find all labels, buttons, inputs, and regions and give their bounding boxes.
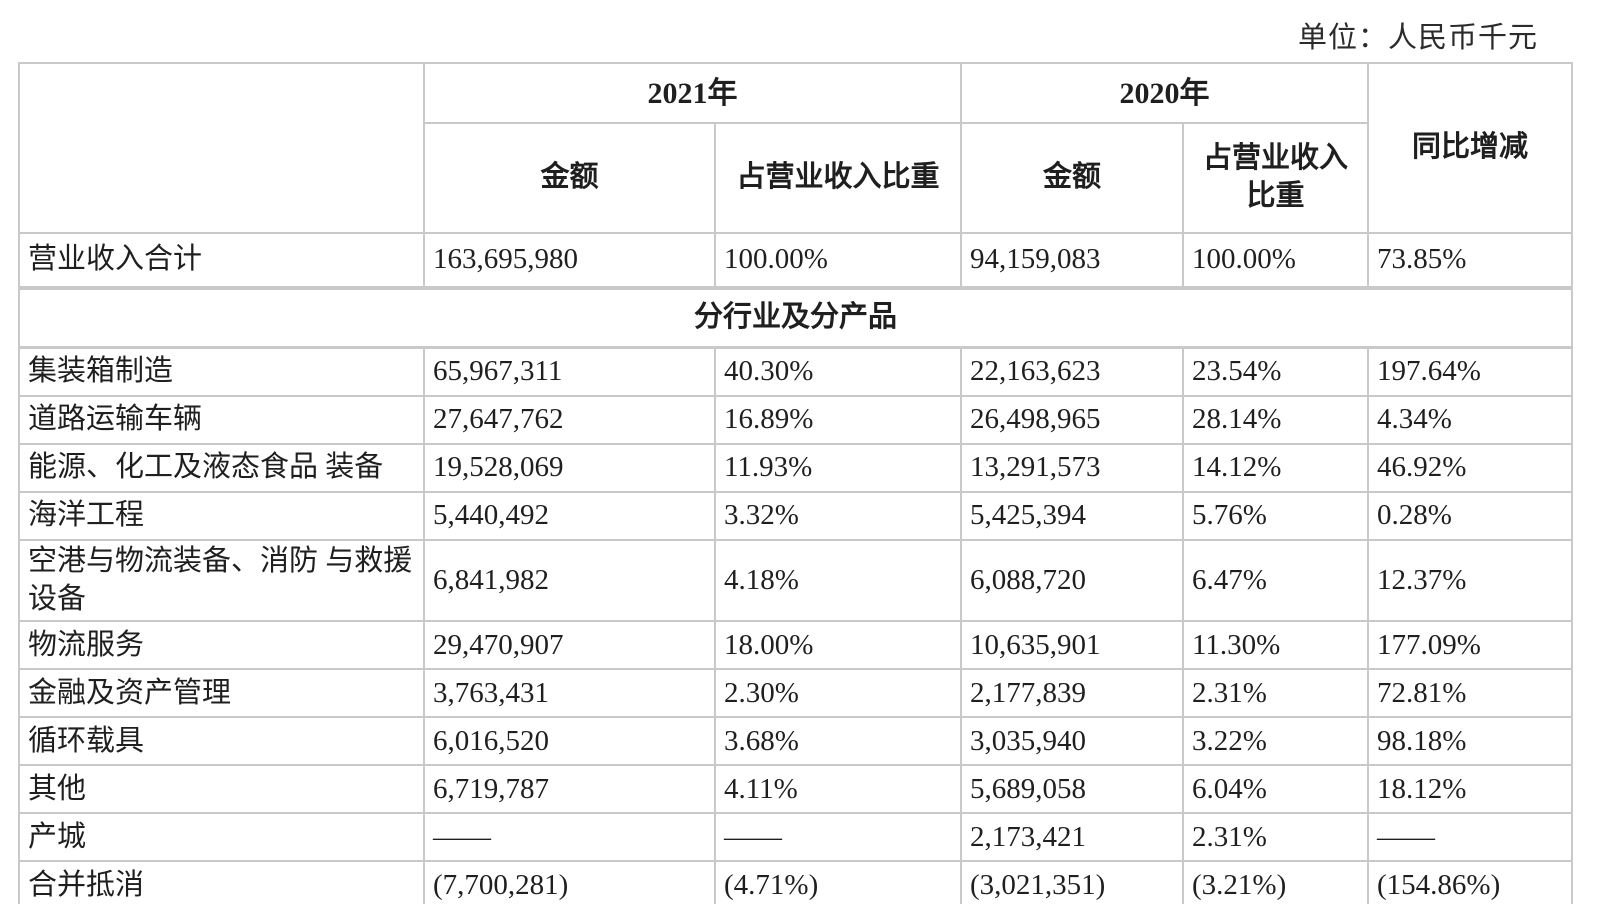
- yoy-cell: 12.37%: [1367, 538, 1573, 623]
- share-2020-cell: 5.76%: [1182, 491, 1369, 541]
- share-2020-cell: 23.54%: [1182, 346, 1369, 397]
- yoy-cell: 197.64%: [1367, 346, 1573, 397]
- row-label: 合并抵消: [18, 860, 425, 904]
- share-2021-cell: 18.00%: [714, 620, 962, 671]
- amount-2021-cell: 163,695,980: [423, 232, 716, 290]
- header-share-2021: 占营业收入比重: [714, 122, 962, 234]
- table-row: 能源、化工及液态食品 装备 19,528,069 11.93% 13,291,5…: [18, 443, 1573, 493]
- share-2020-cell: 6.04%: [1182, 764, 1369, 815]
- amount-2020-cell: 26,498,965: [960, 395, 1184, 445]
- share-2021-cell: 16.89%: [714, 395, 962, 445]
- share-2020-cell: 100.00%: [1182, 232, 1369, 290]
- yoy-cell: (154.86%): [1367, 860, 1573, 904]
- yoy-cell: ——: [1367, 812, 1573, 863]
- row-label: 道路运输车辆: [18, 395, 425, 445]
- row-label: 营业收入合计: [18, 232, 425, 290]
- share-2021-cell: 100.00%: [714, 232, 962, 290]
- share-2021-cell: 3.32%: [714, 491, 962, 541]
- share-2021-cell: 2.30%: [714, 668, 962, 719]
- amount-2021-cell: 5,440,492: [423, 491, 716, 541]
- header-share-2020: 占营业收入 比重: [1182, 122, 1369, 234]
- share-2020-cell: 28.14%: [1182, 395, 1369, 445]
- amount-2020-cell: 6,088,720: [960, 538, 1184, 623]
- header-row-measures: 金额 占营业收入比重 金额 占营业收入 比重: [19, 122, 1572, 234]
- share-2020-cell: 2.31%: [1182, 812, 1369, 863]
- share-2020-cell: 3.22%: [1182, 716, 1369, 767]
- row-label: 其他: [18, 764, 425, 815]
- yoy-cell: 72.81%: [1367, 668, 1573, 719]
- amount-2020-cell: 10,635,901: [960, 620, 1184, 671]
- header-row-years: 2021年 2020年 同比增减: [18, 62, 1573, 234]
- yoy-cell: 73.85%: [1367, 232, 1573, 290]
- yoy-cell: 98.18%: [1367, 716, 1573, 767]
- share-2021-cell: 4.11%: [714, 764, 962, 815]
- table-row: 产城 —— —— 2,173,421 2.31% ——: [18, 812, 1573, 863]
- amount-2021-cell: 29,470,907: [423, 620, 716, 671]
- row-label: 空港与物流装备、消防 与救援设备: [18, 538, 425, 623]
- row-label: 金融及资产管理: [18, 668, 425, 719]
- amount-2020-cell: 5,689,058: [960, 764, 1184, 815]
- table-row: 物流服务 29,470,907 18.00% 10,635,901 11.30%…: [18, 620, 1573, 671]
- amount-2021-cell: 27,647,762: [423, 395, 716, 445]
- yoy-cell: 18.12%: [1367, 764, 1573, 815]
- share-2021-cell: ——: [714, 812, 962, 863]
- table-row: 集装箱制造 65,967,311 40.30% 22,163,623 23.54…: [18, 346, 1573, 397]
- share-2020-cell: 14.12%: [1182, 443, 1369, 493]
- total-revenue-row: 营业收入合计 163,695,980 100.00% 94,159,083 10…: [18, 232, 1573, 290]
- share-2021-cell: 40.30%: [714, 346, 962, 397]
- table-row: 空港与物流装备、消防 与救援设备 6,841,982 4.18% 6,088,7…: [18, 538, 1573, 623]
- table-row: 海洋工程 5,440,492 3.32% 5,425,394 5.76% 0.2…: [18, 491, 1573, 541]
- unit-label: 单位：人民币千元: [1297, 22, 1538, 54]
- amount-2020-cell: 22,163,623: [960, 346, 1184, 397]
- share-2020-cell: 11.30%: [1182, 620, 1369, 671]
- row-label: 产城: [18, 812, 425, 863]
- amount-2021-cell: 6,719,787: [423, 764, 716, 815]
- amount-2020-cell: 3,035,940: [960, 716, 1184, 767]
- yoy-cell: 46.92%: [1367, 443, 1573, 493]
- table-row: 其他 6,719,787 4.11% 5,689,058 6.04% 18.12…: [18, 764, 1573, 815]
- yoy-cell: 177.09%: [1367, 620, 1573, 671]
- header-amount-2021: 金额: [423, 122, 716, 234]
- amount-2020-cell: (3,021,351): [960, 860, 1184, 904]
- header-year-2020: 2020年: [960, 62, 1369, 124]
- header-amount-2020: 金额: [960, 122, 1184, 234]
- amount-2021-cell: 19,528,069: [423, 443, 716, 493]
- header-yoy: 同比增减: [1367, 62, 1573, 234]
- row-label: 循环载具: [18, 716, 425, 767]
- amount-2020-cell: 13,291,573: [960, 443, 1184, 493]
- table-row: 循环载具 6,016,520 3.68% 3,035,940 3.22% 98.…: [18, 716, 1573, 767]
- amount-2021-cell: (7,700,281): [423, 860, 716, 904]
- table-row: 道路运输车辆 27,647,762 16.89% 26,498,965 28.1…: [18, 395, 1573, 445]
- share-2021-cell: 3.68%: [714, 716, 962, 767]
- amount-2021-cell: 65,967,311: [423, 346, 716, 397]
- table-row: 金融及资产管理 3,763,431 2.30% 2,177,839 2.31% …: [18, 668, 1573, 719]
- share-2021-cell: 11.93%: [714, 443, 962, 493]
- share-2020-cell: (3.21%): [1182, 860, 1369, 904]
- header-year-2021: 2021年: [423, 62, 962, 124]
- row-label: 集装箱制造: [18, 346, 425, 397]
- table-row: 合并抵消 (7,700,281) (4.71%) (3,021,351) (3.…: [18, 860, 1573, 904]
- row-label: 海洋工程: [18, 491, 425, 541]
- share-2021-cell: 4.18%: [714, 538, 962, 623]
- amount-2021-cell: 3,763,431: [423, 668, 716, 719]
- share-2020-cell: 6.47%: [1182, 538, 1369, 623]
- amount-2021-cell: 6,841,982: [423, 538, 716, 623]
- revenue-breakdown-table: 2021年 2020年 同比增减 金额 占营业收入比重 金额 占营业收入 比重 …: [18, 62, 1573, 904]
- amount-2020-cell: 2,173,421: [960, 812, 1184, 863]
- share-2020-cell: 2.31%: [1182, 668, 1369, 719]
- amount-2021-cell: ——: [423, 812, 716, 863]
- corner-empty-cell: [18, 62, 425, 234]
- row-label: 能源、化工及液态食品 装备: [18, 443, 425, 493]
- amount-2020-cell: 94,159,083: [960, 232, 1184, 290]
- section-header-row: 分行业及分产品: [18, 287, 1573, 349]
- amount-2021-cell: 6,016,520: [423, 716, 716, 767]
- amount-2020-cell: 5,425,394: [960, 491, 1184, 541]
- share-2021-cell: (4.71%): [714, 860, 962, 904]
- yoy-cell: 4.34%: [1367, 395, 1573, 445]
- yoy-cell: 0.28%: [1367, 491, 1573, 541]
- row-label: 物流服务: [18, 620, 425, 671]
- section-title: 分行业及分产品: [18, 287, 1573, 349]
- amount-2020-cell: 2,177,839: [960, 668, 1184, 719]
